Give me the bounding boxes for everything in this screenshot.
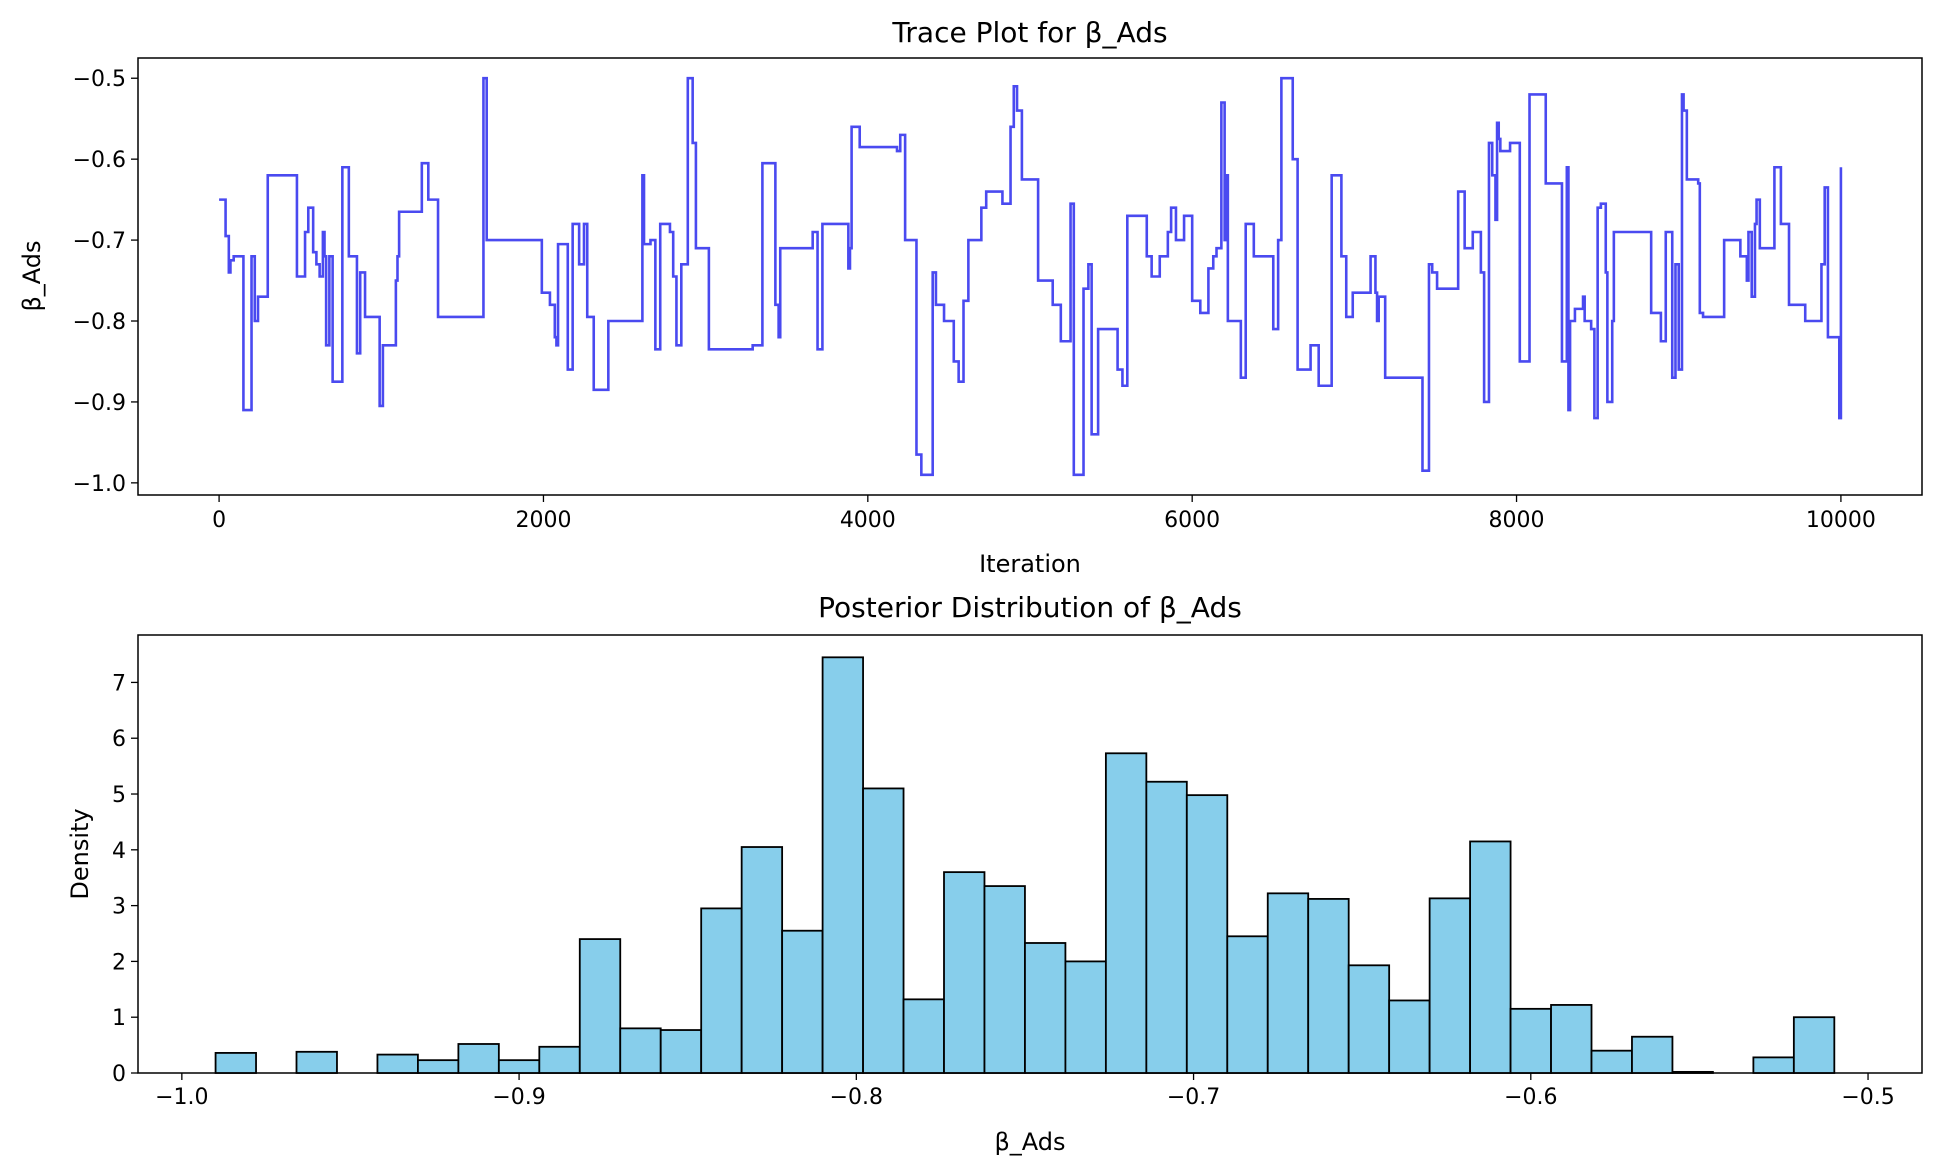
histogram-bar (1671, 1070, 1714, 1074)
histogram-bar (457, 1043, 500, 1074)
histogram-bar (1428, 897, 1472, 1074)
histogram-x-tick-label: −0.7 (1167, 1085, 1220, 1110)
histogram-y-tick-label: 2 (112, 950, 126, 975)
histogram-bar (1388, 999, 1431, 1074)
histogram-bar (1752, 1056, 1795, 1074)
histogram-bar (1266, 892, 1310, 1074)
histogram-bar (376, 1053, 419, 1074)
histogram-y-axis-label: Density (66, 808, 94, 899)
trace-x-tick-label: 8000 (1489, 508, 1545, 533)
histogram-x-tick-label: −0.5 (1841, 1085, 1894, 1110)
histogram-bar (1347, 964, 1391, 1074)
histogram-bar (295, 1050, 338, 1074)
histogram-bar (1509, 1007, 1552, 1074)
histogram-bar (417, 1059, 460, 1074)
histogram-bar (943, 871, 986, 1074)
histogram-bar (1145, 780, 1188, 1074)
histogram-bar (1024, 942, 1067, 1074)
histogram-bar (497, 1059, 541, 1074)
histogram-x-tick-label: −0.6 (1504, 1085, 1557, 1110)
trace-x-tick-label: 6000 (1164, 508, 1220, 533)
trace-series-group (219, 76, 1843, 477)
trace-y-axis-label: β_Ads (18, 240, 46, 311)
histogram-y-tick-label: 1 (112, 1006, 126, 1031)
trace-x-tick-label: 4000 (840, 508, 896, 533)
histogram-bar (983, 885, 1026, 1074)
histogram-bar (1550, 1004, 1593, 1074)
histogram-bar (902, 998, 945, 1074)
trace-plot-axes-frame (137, 57, 1923, 496)
histogram-bar (214, 1052, 257, 1074)
histogram-y-tick-label: 7 (112, 671, 126, 696)
histogram-bar (1469, 840, 1512, 1074)
histogram-y-tick-label: 6 (112, 727, 126, 752)
histogram-bar (659, 1029, 703, 1074)
trace-x-axis-label: Iteration (979, 550, 1081, 578)
trace-series-line (219, 76, 1843, 477)
trace-y-tick-label: −0.9 (73, 391, 126, 416)
trace-plot-title: Trace Plot for β_Ads (891, 16, 1167, 49)
trace-plot-panel: Trace Plot for β_Ads 0 2000 4000 6000 8000 10… (18, 16, 1923, 578)
trace-y-tick-label: −0.7 (73, 229, 126, 254)
histogram-title: Posterior Distribution of β_Ads (818, 591, 1242, 624)
histogram-panel: Posterior Distribution of β_Ads −1.0 −0.9… (66, 591, 1923, 1156)
histogram-y-tick-label: 3 (112, 895, 126, 920)
histogram-x-tick-label: −1.0 (155, 1085, 208, 1110)
histogram-bar (1064, 960, 1107, 1074)
histogram-bar (1226, 935, 1269, 1074)
histogram-x-tick-label: −0.9 (492, 1085, 545, 1110)
trace-y-ticks: −0.5 −0.6 −0.7 −0.8 −0.9 −1.0 (73, 67, 138, 497)
histogram-x-axis-label: β_Ads (994, 1128, 1065, 1156)
histogram-bar (781, 929, 824, 1074)
trace-x-tick-label: 10000 (1806, 508, 1876, 533)
histogram-y-tick-label: 5 (112, 783, 126, 808)
trace-y-tick-label: −0.6 (73, 148, 126, 173)
histogram-bar (1307, 898, 1350, 1074)
trace-x-tick-label: 2000 (515, 508, 571, 533)
histogram-bar (1792, 1016, 1836, 1074)
trace-y-tick-label: −0.5 (73, 67, 126, 92)
histogram-bar (1185, 794, 1229, 1074)
histogram-bar (1631, 1035, 1674, 1074)
histogram-bar (862, 787, 905, 1074)
histogram-bars-group (214, 656, 1836, 1074)
histogram-bar (700, 907, 743, 1074)
histogram-bar (578, 938, 622, 1074)
histogram-x-ticks: −1.0 −0.9 −0.8 −0.7 −0.6 −0.5 (155, 1073, 1895, 1110)
histogram-bar (1590, 1049, 1633, 1074)
histogram-y-ticks: 0 1 2 3 4 5 6 7 (112, 671, 138, 1087)
histogram-bar (538, 1045, 581, 1074)
histogram-y-tick-label: 4 (112, 839, 126, 864)
trace-x-tick-label: 0 (212, 508, 226, 533)
histogram-bar (1104, 752, 1148, 1074)
histogram-bar (619, 1027, 662, 1074)
trace-x-ticks: 0 2000 4000 6000 8000 10000 (212, 495, 1876, 533)
trace-y-tick-label: −0.8 (73, 310, 126, 335)
histogram-x-tick-label: −0.8 (830, 1085, 883, 1110)
histogram-bar (821, 656, 864, 1074)
histogram-y-tick-label: 0 (112, 1062, 126, 1087)
trace-y-tick-label: −1.0 (73, 472, 126, 497)
histogram-bar (740, 846, 784, 1074)
